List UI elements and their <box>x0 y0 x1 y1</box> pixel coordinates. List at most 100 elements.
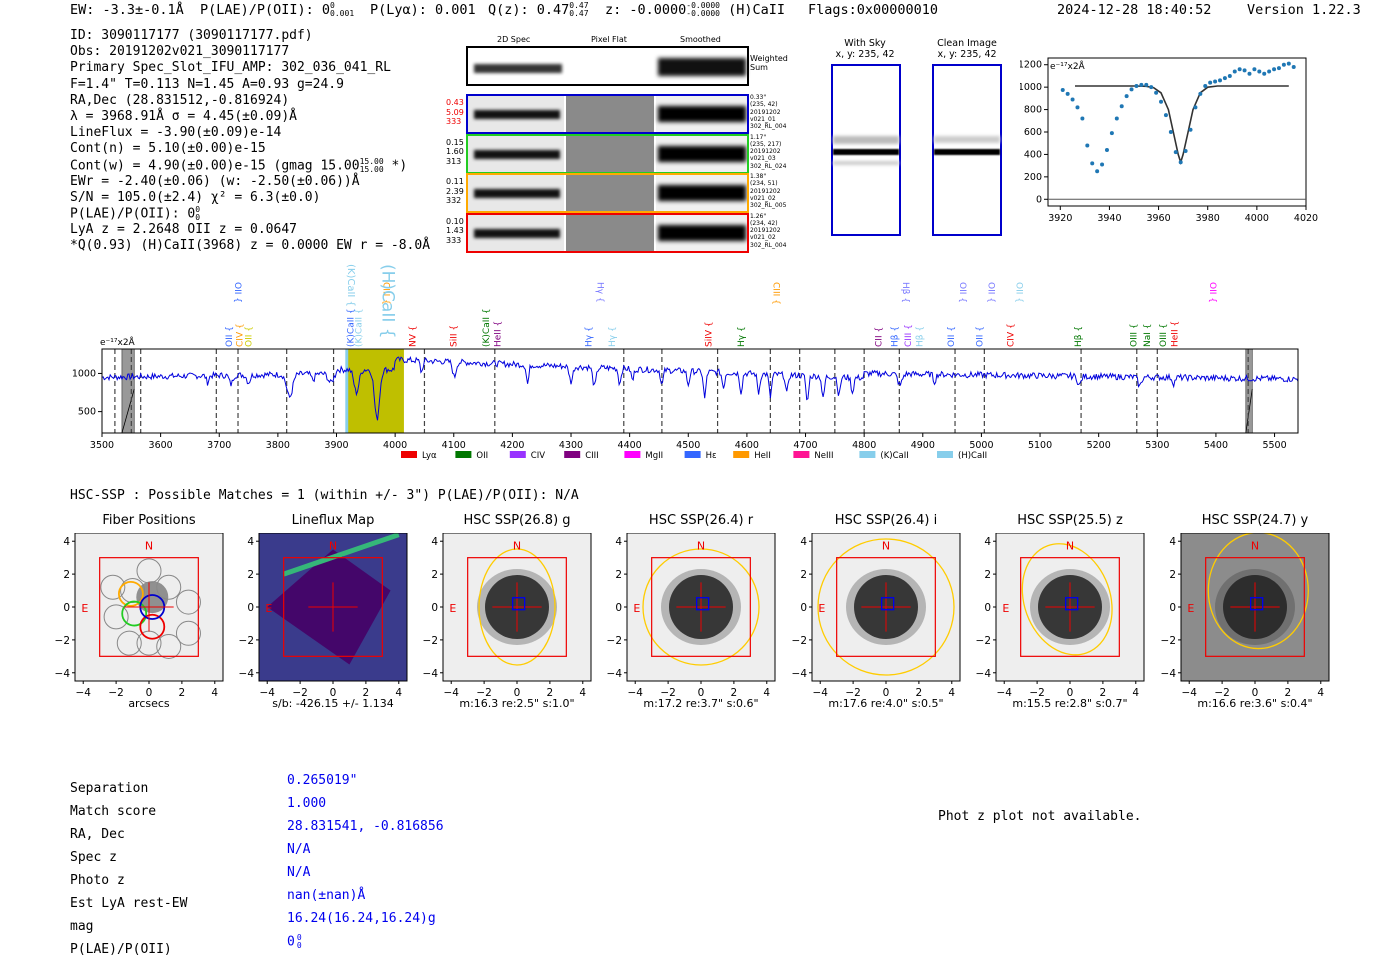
fiber-circle <box>175 589 201 615</box>
search-box <box>99 557 199 657</box>
fit-data-point <box>1242 68 1247 73</box>
panel-xtick-label: 0 <box>698 687 705 699</box>
masked-band-hatch <box>121 388 135 434</box>
col-title-pixelflat: Pixel Flat <box>591 35 627 44</box>
legend-swatch <box>401 451 417 458</box>
fit-data-point <box>1163 113 1168 118</box>
line-label-upper: CIII { <box>380 282 390 305</box>
fit-data-point <box>1213 79 1218 84</box>
line-label-lower: CIV { <box>1007 323 1017 347</box>
hcaii-highlight-band <box>348 349 404 433</box>
legend-label: CIV <box>531 451 545 461</box>
fit-data-point <box>1104 147 1109 152</box>
cutout-meta: 302_RL_005 <box>750 202 787 210</box>
panel-image-5: N E 4 −4 2 −2 0 0 −2 2 −4 4 <box>792 533 961 699</box>
line-label-lower: OIII { <box>1130 323 1140 347</box>
spec-xtick-label: 3700 <box>207 440 231 451</box>
legend-swatch <box>564 451 581 458</box>
fiber-circle <box>118 580 144 607</box>
panel-image-2: N E 4 −4 2 −2 0 0 −2 2 −4 4 <box>239 533 408 699</box>
panel-xtick-label: 0 <box>1252 687 1259 699</box>
match-marker <box>511 597 526 611</box>
fit-data-point <box>1286 61 1291 66</box>
fit-data-point <box>1257 69 1262 74</box>
info-contw: Cont(w) = 4.90(±0.00)e-15 (gmag 15.0015.… <box>70 156 408 174</box>
match-row: RA, Dec 28.831541, -0.816856 <box>70 819 444 842</box>
cutout-row-1-stats: 0.43 5.09 333 <box>446 98 464 127</box>
panel-ytick-label: 4 <box>247 536 254 548</box>
fiber-circle <box>156 574 182 600</box>
spec-unit-label: e⁻¹⁷x2Å <box>100 336 136 348</box>
fit-data-point <box>1272 67 1277 72</box>
panel-xtick-label: 2 <box>1285 687 1292 699</box>
fit-data-point <box>1276 66 1281 71</box>
legend-label: HeII <box>754 451 771 461</box>
cutout-row-2-stats: 0.15 1.60 313 <box>446 138 464 167</box>
spec-xtick-label: 5400 <box>1204 440 1228 451</box>
cutout-meta: 0.33" <box>750 94 767 101</box>
east-label: E <box>818 602 825 615</box>
info-obs: Obs: 20191202v021_3090117177 <box>70 44 290 60</box>
panel-xtick-label: −4 <box>627 687 643 699</box>
panel-xtick-label: −2 <box>660 687 675 699</box>
cutout-stat: 0.10 <box>446 216 464 226</box>
line-label-lower: OIII { <box>1159 323 1169 347</box>
cutout-stat: 5.09 <box>446 107 464 117</box>
panel-ytick-label: 4 <box>615 536 622 548</box>
panel-ytick-label: −2 <box>239 635 254 647</box>
cutout-stat: 313 <box>446 156 462 166</box>
fit-data-point <box>1149 85 1154 90</box>
panel-ytick-label: −4 <box>792 668 808 680</box>
line-label-lower: OII { <box>976 326 986 347</box>
match-row: Separation 0.265019" <box>70 773 444 796</box>
header-flags: Flags:0x00000010 <box>808 2 939 18</box>
spec-xtick-label: 4500 <box>676 440 700 451</box>
panel-title-3: HSC SSP(26.8) g <box>463 513 571 528</box>
panel-xtick-label: 4 <box>395 687 402 699</box>
north-label: N <box>1066 539 1074 552</box>
weighted-sum-cutout <box>466 46 749 86</box>
panel-xtick-label: −2 <box>476 687 491 699</box>
info-f: F=1.4" T=0.113 N=1.45 A=0.93 g=24.9 <box>70 76 344 92</box>
panel-xtick-label: 0 <box>330 687 337 699</box>
panel-ytick-label: −2 <box>976 635 991 647</box>
spec-xtick-label: 4700 <box>793 440 817 451</box>
spec-xtick-label: 4400 <box>618 440 642 451</box>
fit-data-point <box>1095 169 1100 174</box>
line-label-lower: CIII { <box>904 324 914 347</box>
fit-data-point <box>1159 99 1164 104</box>
info-contn: Cont(n) = 5.10(±0.00)e-15 <box>70 141 266 157</box>
panel-ytick-label: −4 <box>607 668 623 680</box>
panel-ytick-label: −2 <box>423 635 438 647</box>
clean-image <box>932 64 1002 236</box>
line-label-lower: Hγ { <box>608 326 618 347</box>
match-label: Spec z <box>70 850 117 865</box>
legend-label: (K)CaII <box>880 451 908 461</box>
fit-ytick-label: 800 <box>1024 105 1042 116</box>
panel-image-7: N E 4 −4 2 −2 0 0 −2 2 −4 4 <box>1161 533 1330 699</box>
fit-data-point <box>1060 87 1065 92</box>
panel-image-3: N E 4 −4 2 −2 0 0 −2 2 −4 4 <box>423 533 592 699</box>
spec-xtick-label: 5300 <box>1145 440 1169 451</box>
fiber-circle <box>156 633 182 659</box>
legend-swatch <box>455 451 472 458</box>
cutout-row-1 <box>466 94 749 134</box>
spec-xtick-label: 5000 <box>969 440 993 451</box>
east-label: E <box>449 602 456 615</box>
legend-swatch <box>733 451 750 458</box>
match-label: mag <box>70 919 94 934</box>
fit-data-point <box>1291 64 1296 69</box>
spec-xtick-label: 4800 <box>852 440 876 451</box>
spectrum-line <box>101 356 1299 421</box>
line-label-upper: OII { <box>1207 282 1217 303</box>
match-row: Est LyA rest-EW nan(±nan)Å <box>70 888 444 911</box>
match-label: Separation <box>70 781 149 796</box>
spec-xtick-label: 5200 <box>1087 440 1111 451</box>
cutout-meta: v021_02 <box>750 194 776 202</box>
match-label: Photo z <box>70 873 125 888</box>
east-label: E <box>1187 602 1194 615</box>
search-box <box>651 557 751 657</box>
with-sky-image <box>831 64 901 236</box>
fiber-circle <box>121 600 148 627</box>
east-label: E <box>1002 602 1009 615</box>
